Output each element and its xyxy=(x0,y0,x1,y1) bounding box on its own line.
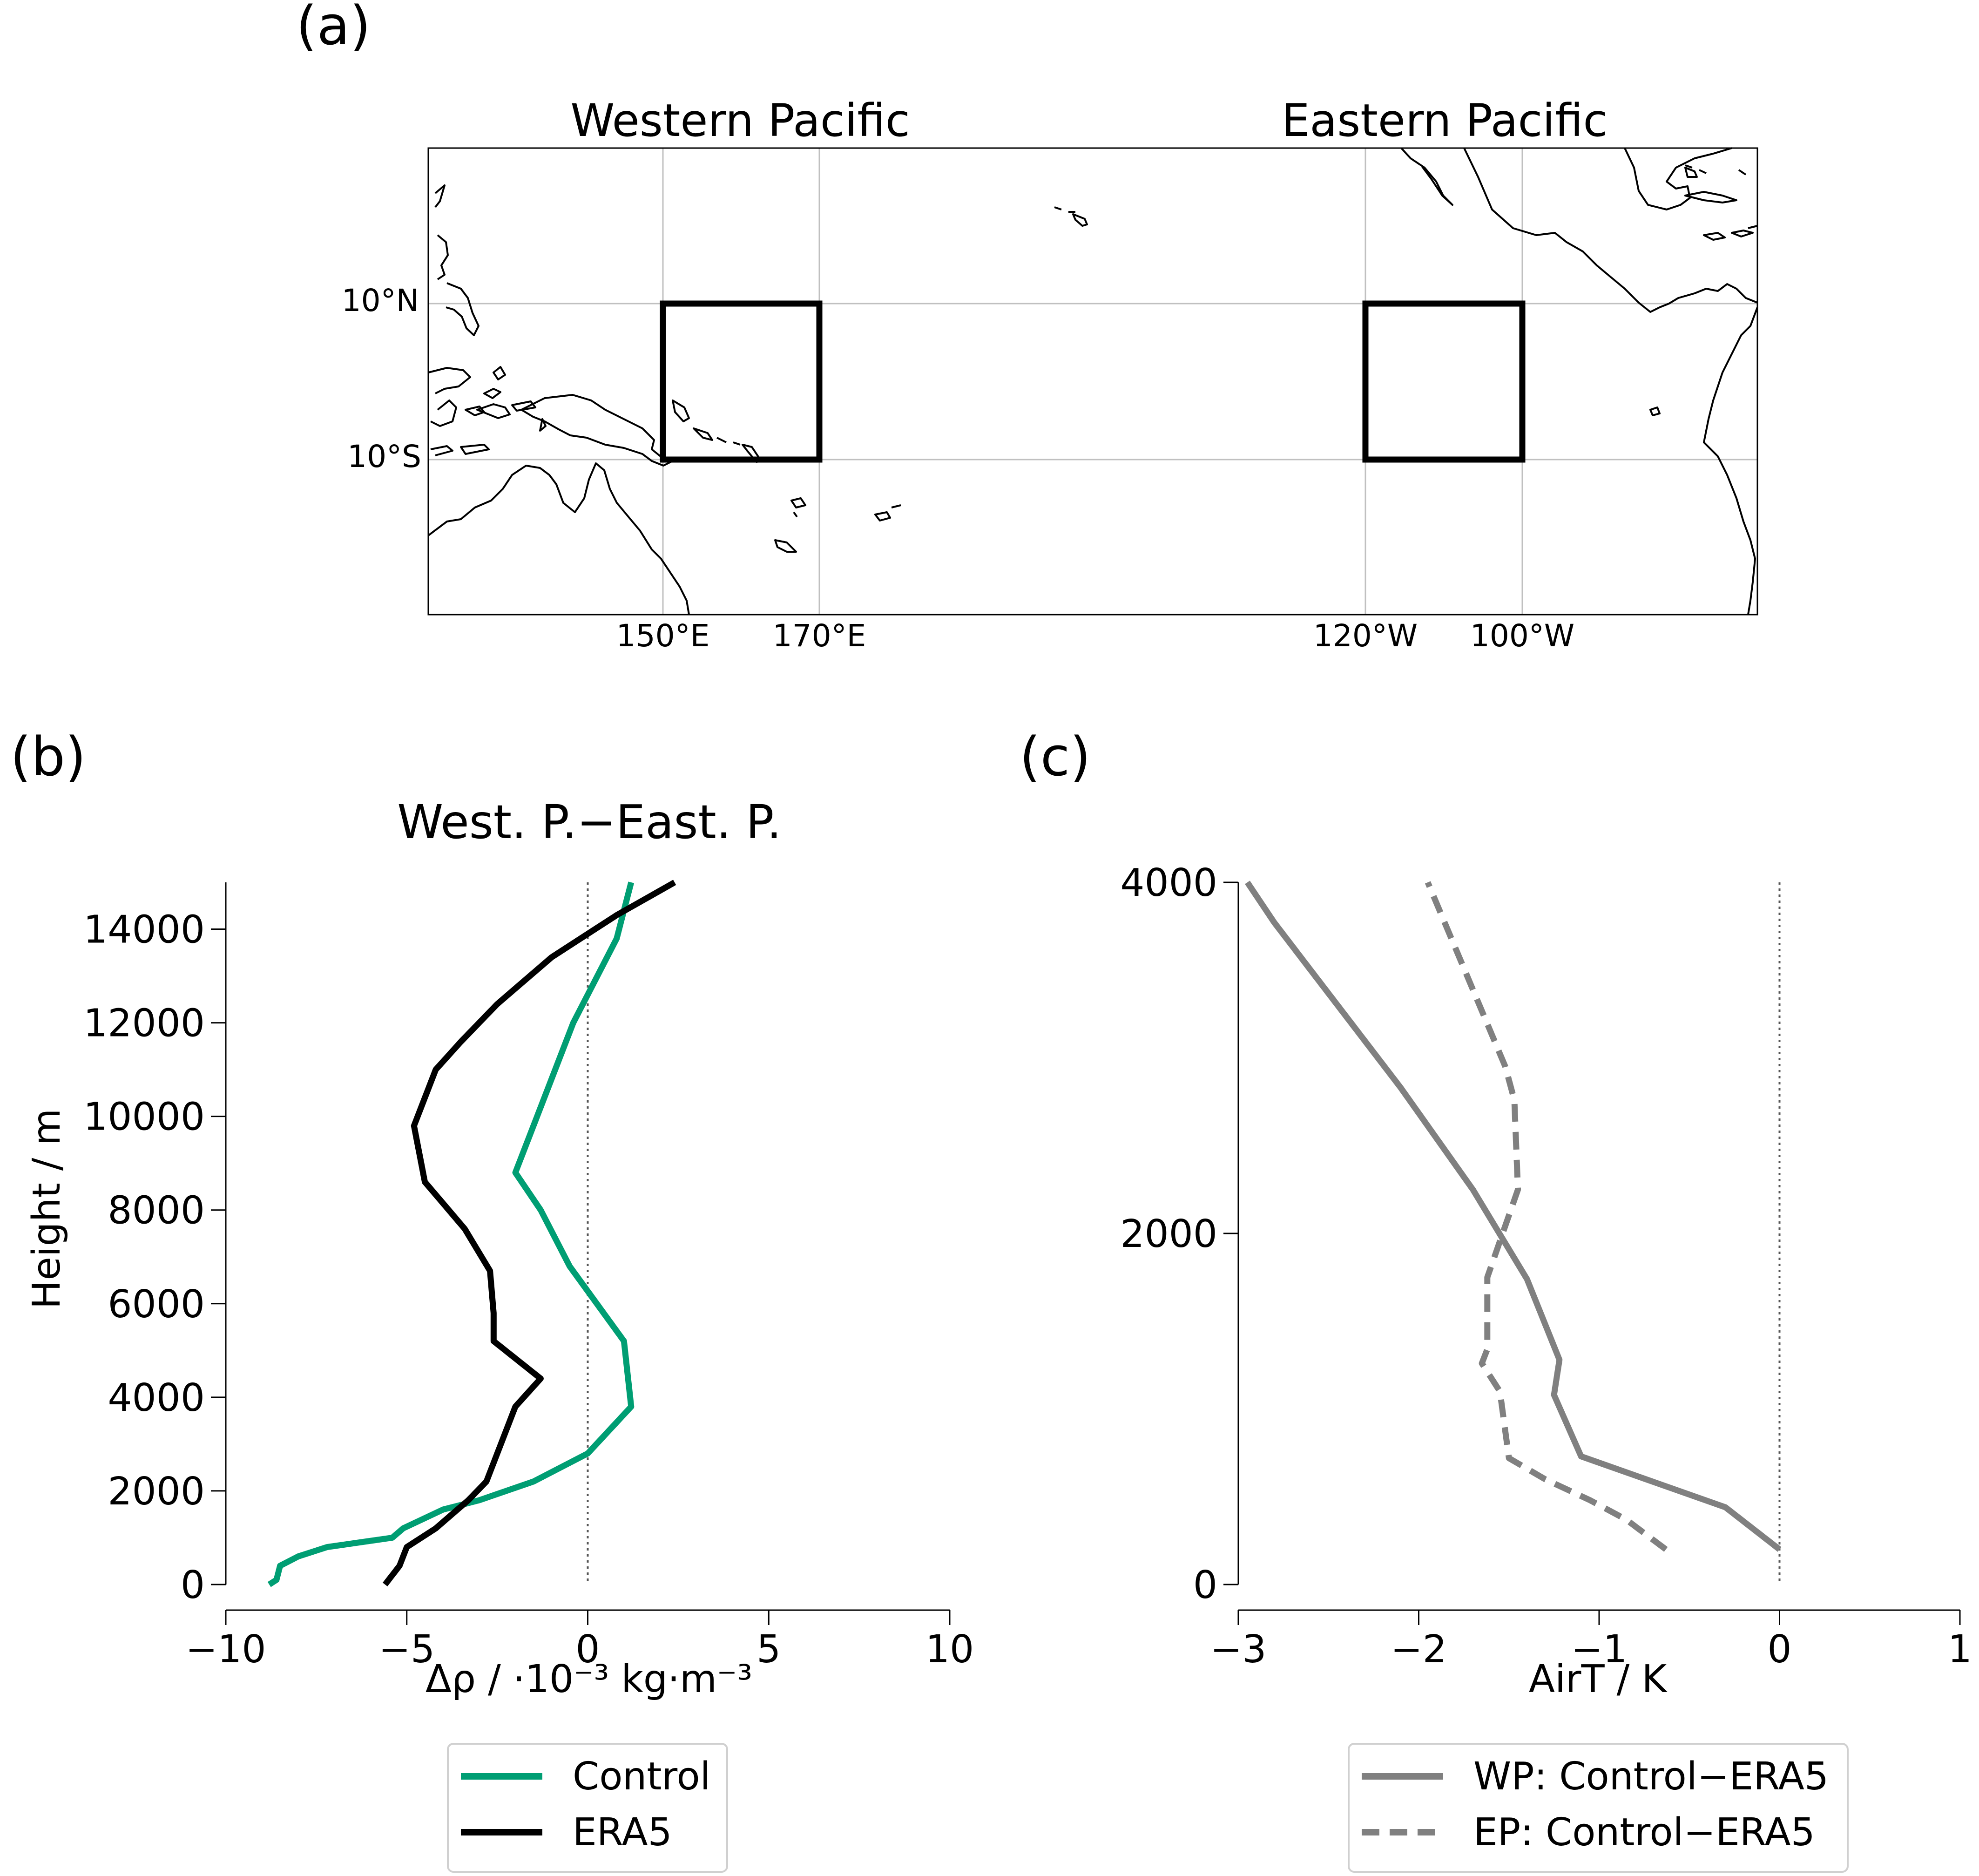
chart-b-ytick-label: 0 xyxy=(181,1563,205,1607)
chart-b-series-control-line xyxy=(267,881,635,1587)
chart-b-xtick-label: −5 xyxy=(378,1627,435,1672)
lon-tick-100w: 100°W xyxy=(1470,618,1574,654)
chart-c-legend-box xyxy=(1348,1743,1849,1873)
chart-b-ytick-label: 6000 xyxy=(108,1282,205,1327)
western-pacific-box xyxy=(660,300,823,463)
coastline-south-america xyxy=(1703,307,1758,615)
chart-b-xtick-label: 5 xyxy=(756,1627,781,1672)
chart-c-xtick-label: 0 xyxy=(1767,1627,1791,1672)
western-pacific-title: Western Pacific xyxy=(570,95,910,147)
coastline-caribbean xyxy=(1684,164,1758,241)
coastlines xyxy=(427,147,1758,615)
chart-c-xtick-label: −1 xyxy=(1571,1627,1628,1672)
chart-c-xtick-label: −3 xyxy=(1210,1627,1267,1672)
chart-c-xtick-label: −2 xyxy=(1391,1627,1447,1672)
coastline-new-guinea xyxy=(520,394,674,467)
chart-b-ytick-label: 10000 xyxy=(83,1095,205,1139)
panel-b-label: (b) xyxy=(10,726,86,788)
coastline-galapagos xyxy=(1649,406,1661,416)
chart-b-xlabel: Δρ / ·10⁻³ kg·m⁻³ xyxy=(426,1657,752,1701)
chart-c-series-ep-control-era5-line xyxy=(1425,881,1668,1552)
eastern-pacific-box xyxy=(1362,300,1526,463)
legend-label-ep: EP: Control−ERA5 xyxy=(1473,1810,1815,1855)
lon-tick-120w: 120°W xyxy=(1313,618,1418,654)
coastline-australia xyxy=(427,462,690,615)
chart-c-xlabel: AirT / K xyxy=(1529,1657,1668,1701)
map-frame xyxy=(427,147,1758,616)
chart-b-plot: −10 −5 0 5 10 0 2000 4000 6000 8000 10000 12000 1400… xyxy=(83,880,974,1672)
coastline-solomons xyxy=(672,400,762,463)
lon-tick-170e: 170°E xyxy=(773,618,866,654)
panel-c-label: (c) xyxy=(1020,726,1091,788)
chart-b-ytick-label: 8000 xyxy=(108,1189,205,1233)
chart-b-ytick-label: 12000 xyxy=(83,1002,205,1046)
chart-c-ytick-label: 2000 xyxy=(1120,1212,1217,1256)
legend-label-control: Control xyxy=(573,1754,710,1799)
coastline-gulf-mexico xyxy=(1624,147,1732,210)
lon-tick-150e: 150°E xyxy=(616,618,710,654)
chart-c-ytick-label: 0 xyxy=(1193,1563,1217,1607)
chart-c-series-wp-control-era5-line xyxy=(1245,880,1782,1552)
panel-c: (c) −3 −2 −1 0 1 0 2000 4000 AirT / K WP: Contr… xyxy=(1020,726,1972,1873)
chart-b-ytick-label: 4000 xyxy=(108,1376,205,1420)
legend-label-wp: WP: Control−ERA5 xyxy=(1473,1754,1829,1799)
chart-b-legend: Control ERA5 xyxy=(447,1743,728,1873)
chart-b-title: West. P.−East. P. xyxy=(397,795,782,849)
legend-label-era5: ERA5 xyxy=(573,1810,672,1855)
chart-b-ytick-label: 14000 xyxy=(83,908,205,952)
chart-b-xtick-label: −10 xyxy=(185,1627,266,1672)
panel-a: (a) Western Pacific Eastern Pacific xyxy=(296,0,1758,654)
chart-c-plot: −3 −2 −1 0 1 0 2000 4000 xyxy=(1120,861,1972,1672)
map-gridlines xyxy=(428,148,1757,615)
chart-b-series-era5-line xyxy=(382,880,676,1586)
coastline-pacific-islands xyxy=(774,206,1088,553)
chart-c-xtick-label: 1 xyxy=(1948,1627,1972,1672)
panel-b: (b) West. P.−East. P. −10 −5 0 5 10 0 2000 4000… xyxy=(10,726,974,1873)
chart-b-ytick-label: 2000 xyxy=(108,1470,205,1514)
coastline-indonesia-east xyxy=(430,400,547,456)
coastline-philippines xyxy=(434,184,480,336)
lat-tick-10s: 10°S xyxy=(347,439,421,474)
chart-b-xtick-label: 10 xyxy=(925,1627,974,1672)
chart-b-ylabel: Height / m xyxy=(25,1109,69,1309)
panel-a-label: (a) xyxy=(296,0,371,57)
lat-tick-10n: 10°N xyxy=(342,283,419,318)
coastline-mexico-central-america xyxy=(1400,147,1758,313)
chart-c-legend: WP: Control−ERA5 EP: Control−ERA5 xyxy=(1348,1743,1849,1873)
eastern-pacific-title: Eastern Pacific xyxy=(1282,95,1608,147)
chart-c-ytick-label: 4000 xyxy=(1120,861,1217,905)
chart-b-xtick-label: 0 xyxy=(575,1627,600,1672)
